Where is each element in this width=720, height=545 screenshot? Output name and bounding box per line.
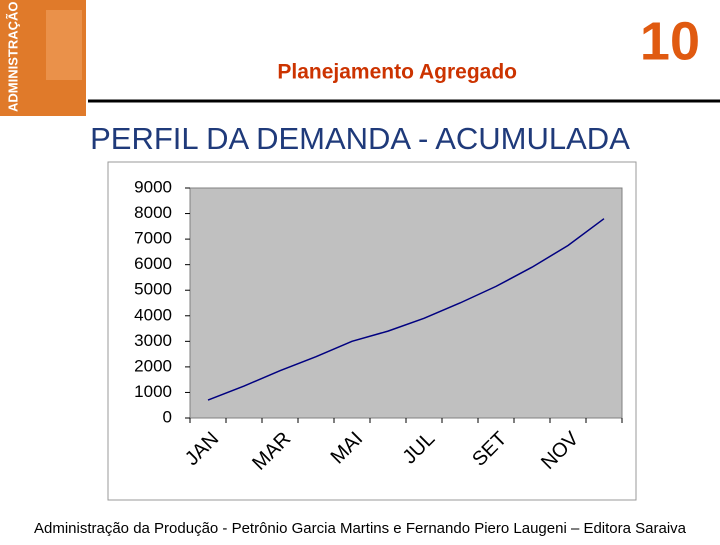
data-line [207,218,605,401]
y-tick-label: 4000 [134,305,172,324]
y-tick-label: 8000 [134,203,172,222]
y-tick-label: 9000 [134,177,172,196]
header-title: Planejamento Agregado [277,61,517,84]
cover-art [46,10,82,80]
chart-title: PERFIL DA DEMANDA - ACUMULADA [90,121,630,156]
plot-area [189,187,623,419]
footer: Administração da Produção - Petrônio Gar… [34,520,687,537]
y-tick-label: 5000 [134,280,172,299]
cover-title: ADMINISTRAÇÃO DA PRODUÇÃO [5,0,20,112]
y-tick-label: 3000 [134,331,172,350]
y-tick-label: 7000 [134,229,172,248]
y-tick-label: 0 [163,407,172,426]
slide-number: 10 [640,11,700,71]
y-tick-label: 6000 [134,254,172,273]
y-tick-label: 2000 [134,356,172,375]
y-tick-label: 1000 [134,382,172,401]
